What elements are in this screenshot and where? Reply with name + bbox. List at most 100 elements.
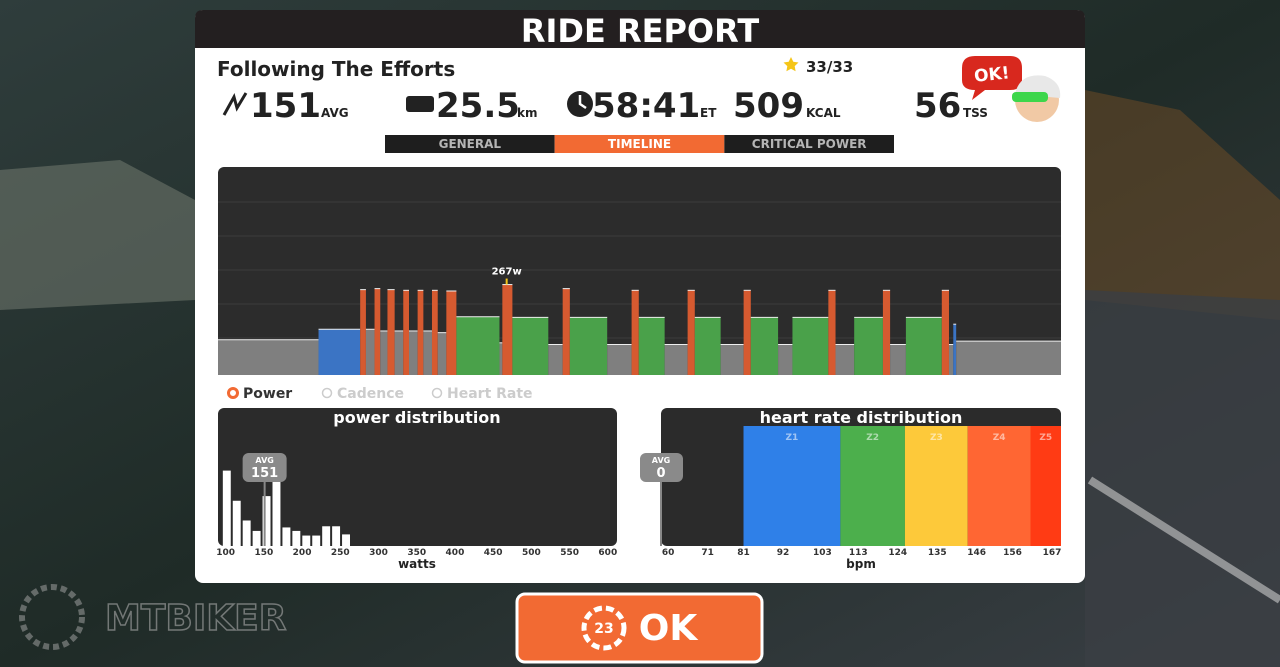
histogram-bar bbox=[272, 474, 281, 546]
x-tick-label: 250 bbox=[331, 548, 350, 558]
power-segment bbox=[409, 330, 418, 375]
legend-radio[interactable] bbox=[321, 387, 333, 399]
power-segment bbox=[854, 317, 883, 375]
tab-label: GENERAL bbox=[439, 137, 502, 151]
x-tick-label: 450 bbox=[484, 548, 503, 558]
x-tick-label: 113 bbox=[849, 548, 868, 558]
hr-zone bbox=[904, 426, 968, 546]
x-tick-label: 600 bbox=[598, 548, 617, 558]
power-segment bbox=[905, 317, 942, 375]
panel-title: power distribution bbox=[333, 408, 500, 427]
histogram-bar bbox=[222, 470, 231, 546]
power-segment bbox=[512, 317, 549, 375]
power-segment bbox=[387, 289, 395, 375]
legend-radio[interactable] bbox=[227, 387, 239, 399]
power-segment bbox=[456, 316, 500, 375]
stat-value: 58:41 bbox=[592, 86, 700, 126]
power-segment bbox=[835, 344, 855, 375]
zone-label: Z3 bbox=[930, 433, 943, 443]
legend-radio[interactable] bbox=[431, 387, 443, 399]
power-segment bbox=[882, 290, 891, 375]
power-segment bbox=[437, 332, 447, 375]
stat-unit: KCAL bbox=[806, 106, 841, 120]
legend: Power Cadence Heart Rate bbox=[227, 386, 533, 402]
header-bar bbox=[195, 10, 1085, 48]
power-segment bbox=[318, 329, 361, 375]
scenery bbox=[1085, 90, 1280, 320]
avg-value: 0 bbox=[656, 466, 665, 481]
road-line bbox=[1087, 476, 1280, 604]
power-segment bbox=[502, 284, 513, 375]
power-segment bbox=[423, 330, 432, 375]
power-segment bbox=[687, 290, 695, 375]
power-segment bbox=[953, 324, 957, 375]
zone-label: Z1 bbox=[786, 433, 799, 443]
watermark-logo bbox=[19, 584, 85, 650]
x-tick-label: 92 bbox=[777, 548, 790, 558]
x-tick-label: 550 bbox=[560, 548, 579, 558]
ok-badge-ring bbox=[581, 605, 627, 651]
tab[interactable] bbox=[385, 135, 555, 153]
power-segment bbox=[948, 344, 954, 375]
histogram-bar bbox=[282, 527, 291, 546]
stat-unit: TSS bbox=[963, 106, 988, 120]
x-tick-label: 124 bbox=[888, 548, 907, 558]
hr-zone bbox=[743, 426, 841, 546]
tab[interactable] bbox=[554, 135, 725, 153]
avg-badge bbox=[242, 453, 287, 482]
hr-distribution: Z1 Z2 Z3 Z4 Z5 60 71 81 92 103 113 124 135 146 156 167 bbox=[662, 426, 1062, 558]
power-segment bbox=[720, 344, 744, 375]
avg-value: 151 bbox=[251, 466, 278, 481]
power-segment bbox=[360, 289, 366, 375]
power-segment bbox=[941, 290, 949, 375]
tabs: GENERAL TIMELINE CRITICAL POWER bbox=[385, 135, 894, 153]
power-panel bbox=[218, 408, 617, 546]
power-segment bbox=[828, 290, 836, 375]
histogram-bar bbox=[252, 530, 261, 546]
histogram-bar bbox=[242, 520, 251, 546]
power-segment bbox=[890, 344, 906, 375]
tab-label: TIMELINE bbox=[608, 137, 671, 151]
power-segment bbox=[548, 344, 563, 375]
avatar-glasses bbox=[1012, 92, 1048, 102]
power-segment bbox=[431, 290, 438, 375]
x-tick-label: 167 bbox=[1043, 548, 1062, 558]
stat-value: 25.5 bbox=[436, 86, 520, 126]
panel-title: heart rate distribution bbox=[760, 408, 963, 427]
x-tick-label: 146 bbox=[967, 548, 986, 558]
x-tick-label: 350 bbox=[407, 548, 426, 558]
zone-label: Z4 bbox=[993, 433, 1006, 443]
histogram-bar bbox=[262, 496, 271, 546]
power-segment bbox=[569, 317, 608, 375]
x-tick-label: 150 bbox=[254, 548, 273, 558]
legend-label: Power bbox=[243, 386, 292, 402]
tab-label: CRITICAL POWER bbox=[752, 137, 867, 151]
power-segment bbox=[394, 330, 404, 375]
distance-icon bbox=[406, 96, 434, 112]
stat-unit: ET bbox=[700, 106, 717, 120]
histogram-bar bbox=[312, 535, 321, 546]
power-segment bbox=[694, 317, 721, 375]
x-tick-label: 500 bbox=[522, 548, 541, 558]
avg-badge bbox=[640, 453, 683, 482]
x-tick-label: 71 bbox=[701, 548, 714, 558]
power-segment bbox=[631, 290, 639, 375]
title: RIDE REPORT bbox=[521, 12, 759, 50]
x-tick-label: 400 bbox=[446, 548, 465, 558]
stat-value: 56 bbox=[914, 86, 961, 126]
power-segment bbox=[499, 342, 503, 375]
axis-title: watts bbox=[398, 557, 436, 571]
power-segment bbox=[778, 344, 793, 375]
watermark: MTBIKER bbox=[105, 598, 286, 639]
power-segment bbox=[743, 290, 751, 375]
power-icon bbox=[222, 92, 248, 116]
workout-name: Following The Efforts bbox=[217, 57, 455, 81]
time-icon-hand bbox=[578, 95, 587, 110]
badge-text: OK! bbox=[973, 63, 1010, 87]
x-tick-label: 135 bbox=[928, 548, 947, 558]
ok-button[interactable] bbox=[515, 592, 764, 664]
ok-badge: 23 bbox=[594, 621, 613, 637]
tab[interactable] bbox=[724, 135, 894, 153]
histogram-bar bbox=[232, 500, 241, 546]
